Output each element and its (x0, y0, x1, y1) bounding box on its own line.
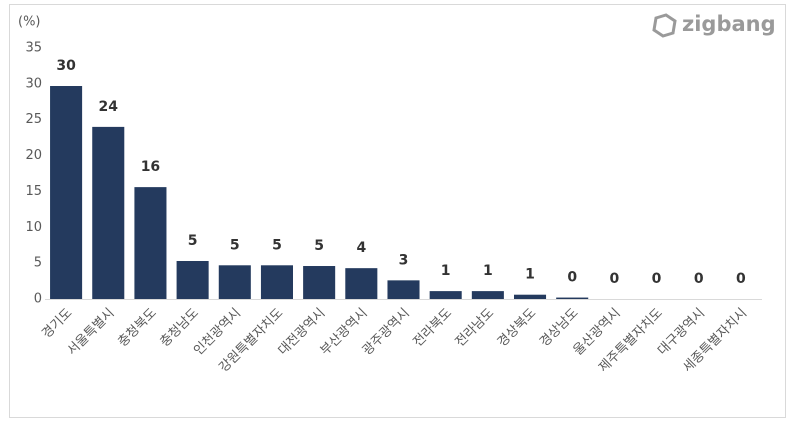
bar (471, 291, 504, 299)
value-label: 1 (525, 267, 535, 283)
value-label: 0 (610, 271, 620, 287)
y-tick-label: 15 (25, 184, 42, 199)
value-label: 5 (188, 233, 198, 249)
y-tick-label: 0 (34, 292, 42, 307)
value-label: 5 (314, 238, 324, 254)
value-label: 1 (483, 263, 493, 279)
bar (260, 265, 293, 299)
bar (134, 187, 167, 299)
value-label: 4 (356, 240, 366, 256)
bar (303, 266, 336, 299)
value-label: 0 (694, 271, 704, 287)
y-tick-label: 30 (25, 76, 42, 91)
value-label: 16 (141, 159, 160, 175)
logo-text: zigbang (682, 12, 776, 36)
value-label: 0 (567, 270, 577, 286)
bar (176, 260, 209, 299)
value-label: 0 (652, 271, 662, 287)
bar (345, 268, 378, 299)
y-tick-label: 10 (25, 220, 42, 235)
bar (514, 294, 547, 299)
y-tick-label: 20 (25, 148, 42, 163)
value-label: 3 (399, 252, 409, 268)
logo: zigbang (652, 12, 776, 38)
value-label: 1 (441, 263, 451, 279)
bar (50, 86, 83, 299)
bar (429, 291, 462, 299)
unit-label: (%) (18, 15, 41, 30)
value-label: 24 (99, 99, 119, 115)
value-label: 0 (736, 271, 746, 287)
value-label: 30 (56, 58, 76, 74)
y-tick-label: 5 (34, 256, 42, 271)
value-label: 5 (272, 237, 282, 253)
logo-icon (652, 13, 677, 38)
y-tick-label: 35 (25, 41, 42, 56)
bar (218, 265, 251, 299)
chart-border (9, 4, 786, 418)
bar (92, 126, 125, 299)
bar (556, 297, 589, 299)
bar (387, 280, 420, 299)
value-label: 5 (230, 237, 240, 253)
y-tick-label: 25 (25, 112, 42, 127)
